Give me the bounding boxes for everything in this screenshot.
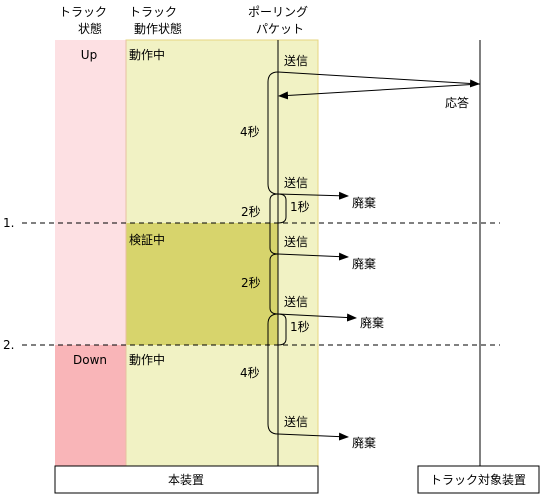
marker-label-2: 2.	[3, 338, 14, 352]
label-send-2: 送信	[284, 175, 308, 190]
state-up-label: Up	[81, 48, 97, 62]
target-device-label: トラック対象装置	[430, 473, 526, 487]
arrow-send-4-discard	[277, 313, 357, 322]
arrow-send-1	[277, 71, 480, 88]
op-state-active-label: 動作中	[129, 47, 165, 62]
header-track-state-line2: 状態	[78, 21, 102, 36]
label-discard-1: 廃棄	[352, 195, 376, 210]
interval-label-4s-top: 4秒	[240, 125, 260, 139]
this-device-box	[54, 465, 319, 494]
interval-label-2s-upper: 2秒	[241, 205, 261, 219]
track-state-down-band	[55, 345, 126, 466]
label-discard-3: 廃棄	[360, 315, 384, 330]
arrow-send-3-discard	[277, 252, 349, 261]
interval-label-4s-bottom: 4秒	[240, 366, 260, 380]
header-track-op-state-line1: トラック	[129, 5, 177, 19]
interval-label-2s-lower: 2秒	[241, 276, 261, 290]
state-down-label: Down	[73, 353, 107, 367]
arrow-send-5-discard	[277, 432, 349, 441]
target-device-box	[417, 465, 540, 494]
interval-brace-2s-upper	[269, 193, 279, 255]
track-state-up-band	[55, 40, 126, 345]
label-send-3: 送信	[284, 234, 308, 249]
op-state-active-label-2: 動作中	[129, 352, 165, 367]
interval-brace-2s-lower	[269, 253, 279, 315]
header-track-state-line1: トラック	[59, 5, 107, 19]
label-discard-2: 廃棄	[352, 256, 376, 271]
interval-brace-4s-top	[267, 71, 279, 195]
header-polling-packet-line2: パケット	[256, 22, 304, 36]
label-send-4: 送信	[284, 294, 308, 309]
arrow-send-2-discard	[277, 191, 349, 200]
interval-label-1s-upper: 1秒	[290, 200, 310, 214]
label-reply: 応答	[445, 95, 469, 110]
marker-label-1: 1.	[3, 216, 14, 230]
label-send-5: 送信	[284, 414, 308, 429]
interval-label-1s-lower: 1秒	[290, 320, 310, 334]
label-discard-4: 廃棄	[352, 435, 376, 450]
header-polling-packet-line1: ポーリング	[248, 5, 308, 19]
arrow-reply	[278, 83, 481, 100]
label-send-1: 送信	[284, 53, 308, 68]
this-device-label: 本装置	[168, 473, 204, 487]
op-state-verifying-label: 検証中	[129, 232, 165, 247]
header-track-op-state-line2: 動作状態	[134, 21, 182, 36]
verifying-band	[126, 223, 278, 345]
interval-brace-4s-bottom	[267, 313, 279, 435]
